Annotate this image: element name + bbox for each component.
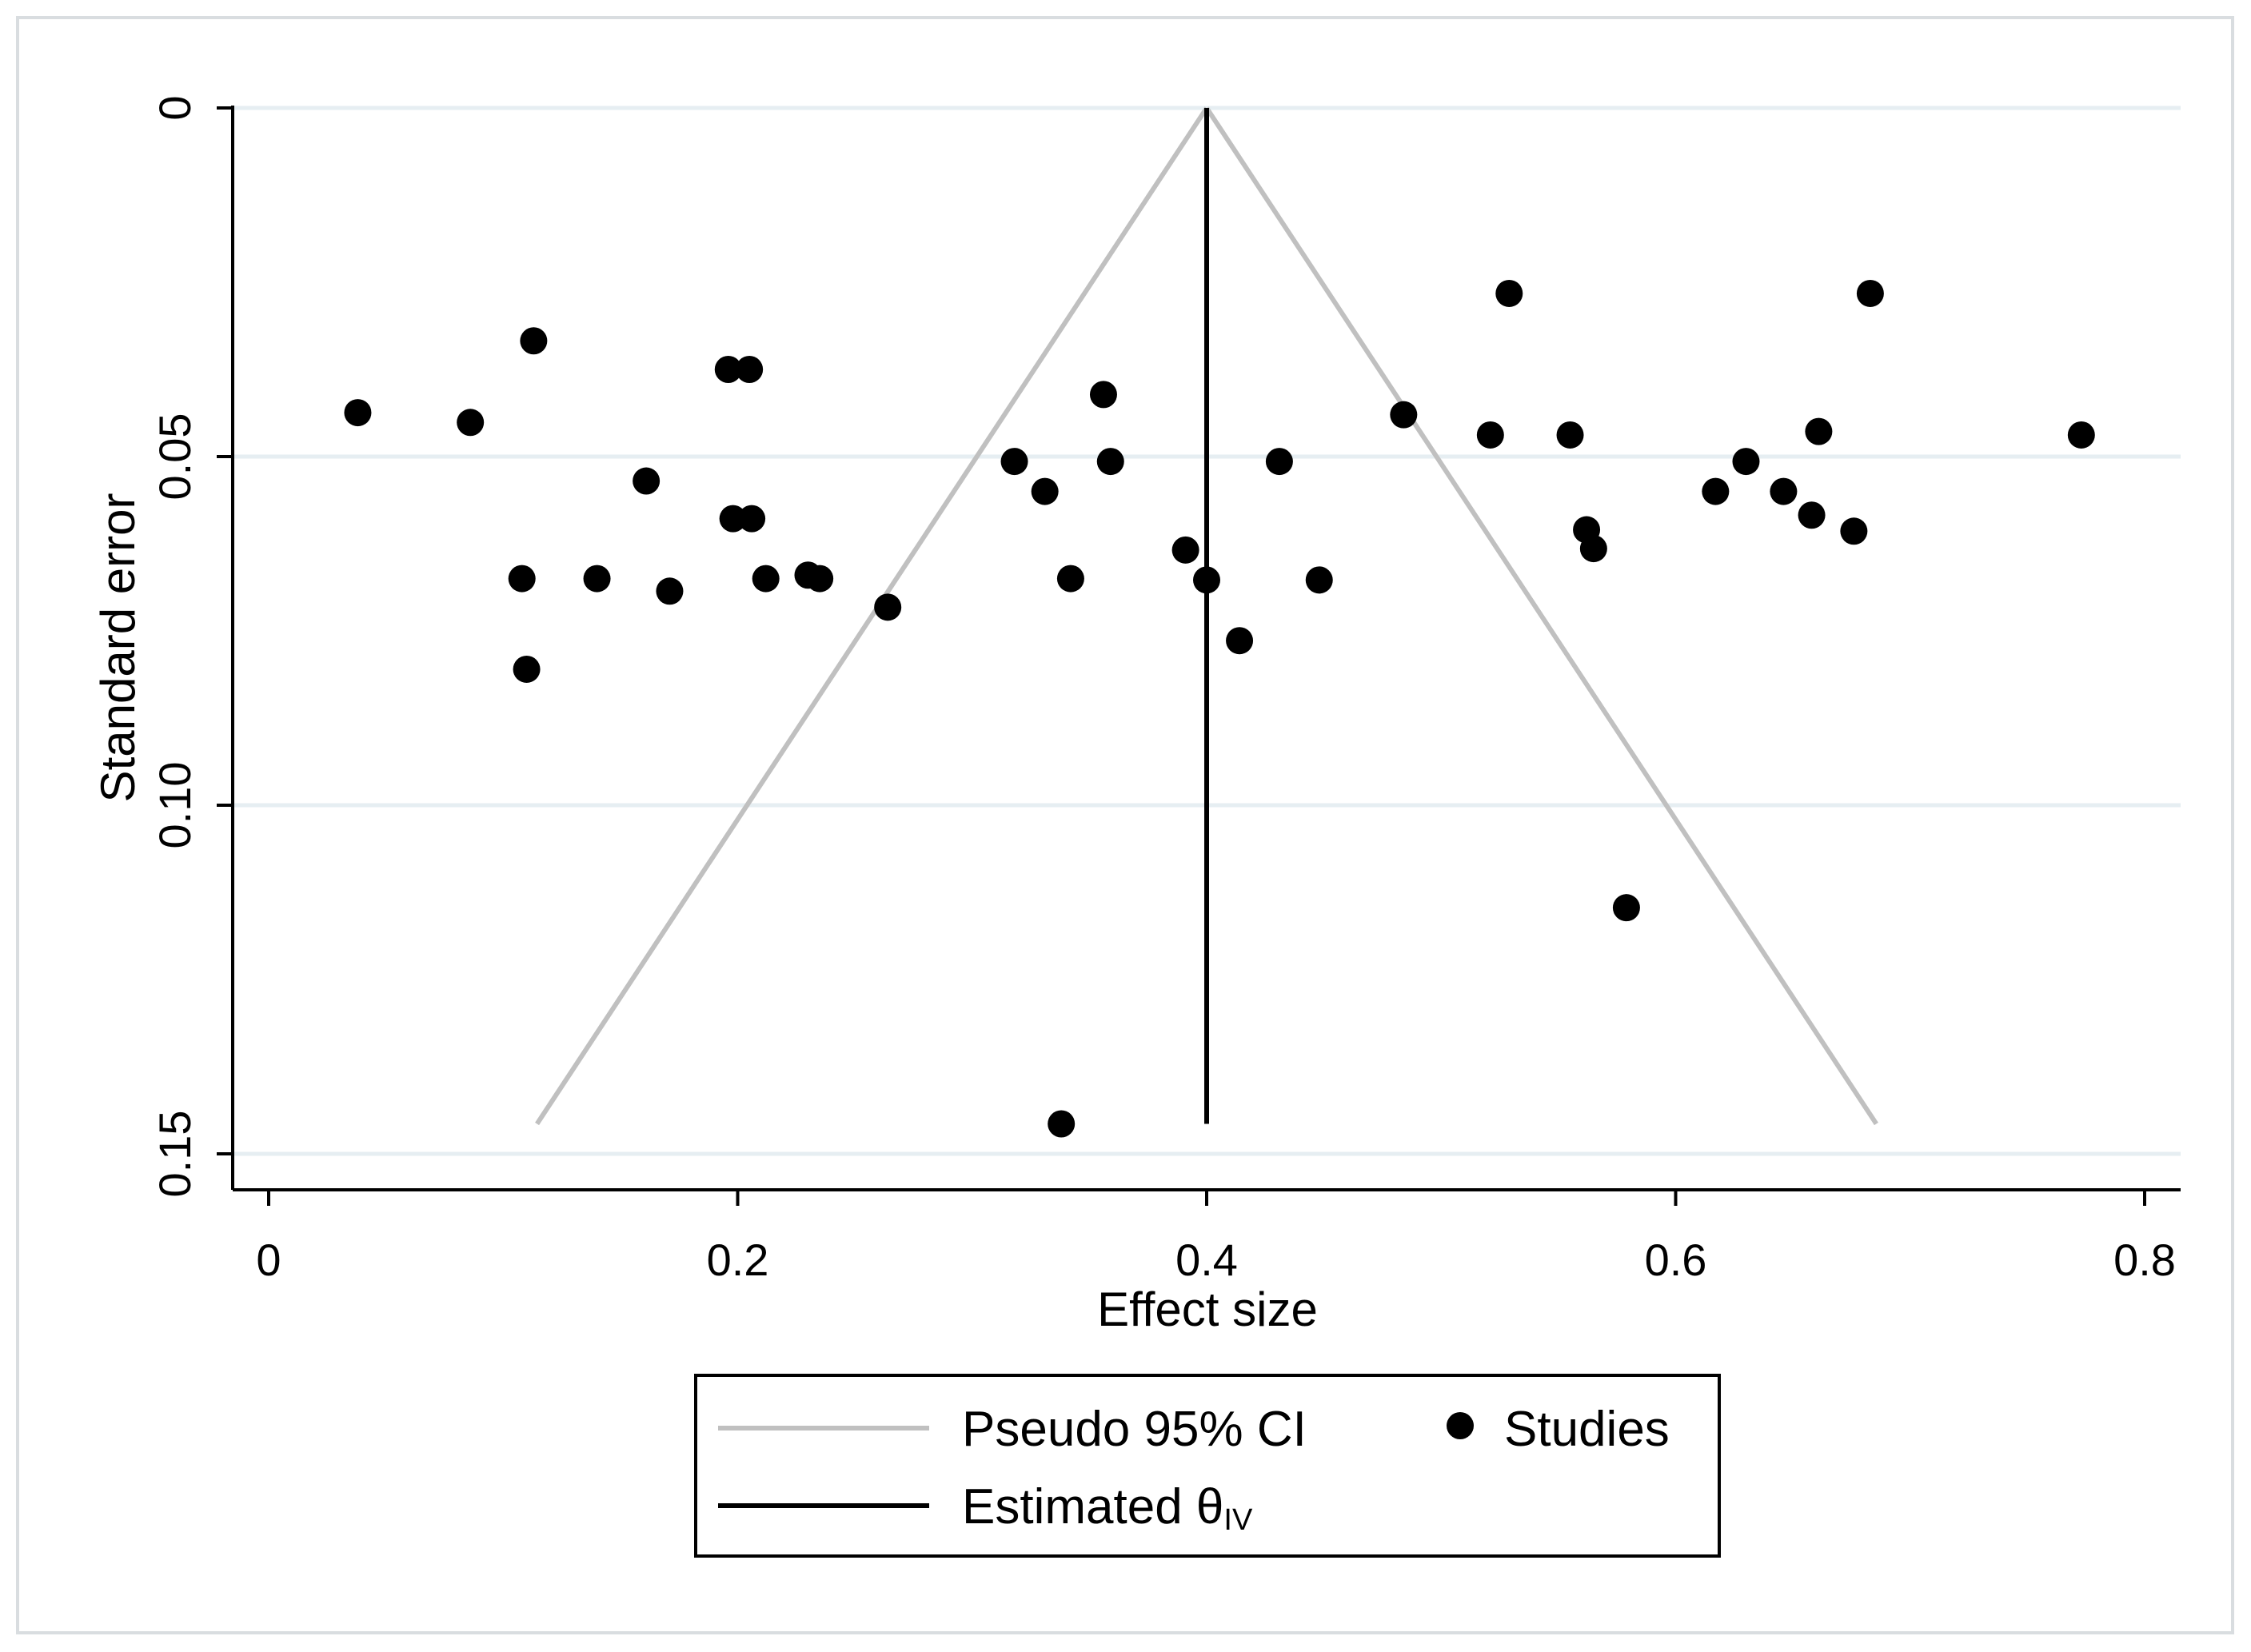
y-tick-label: 0.05 <box>150 413 200 501</box>
study-point <box>2067 421 2095 449</box>
study-point <box>520 327 548 355</box>
study-point <box>1495 279 1523 307</box>
study-point <box>583 565 611 593</box>
study-point <box>1031 477 1059 505</box>
study-point <box>1171 536 1199 564</box>
study-point <box>1226 627 1254 655</box>
legend-studies-marker <box>1447 1412 1474 1439</box>
y-tick-label: 0 <box>150 95 200 120</box>
pseudo-ci-upper-line <box>1204 106 1878 1126</box>
study-point <box>1770 477 1798 505</box>
study-point <box>1096 448 1124 476</box>
study-point <box>714 356 742 383</box>
legend-box <box>694 1374 1721 1558</box>
x-tick-label: 0.8 <box>2113 1235 2176 1285</box>
studies-points <box>344 279 2095 1138</box>
x-tick-label: 0.6 <box>1645 1235 1707 1285</box>
study-point <box>1798 501 1826 529</box>
study-point <box>1089 381 1117 409</box>
legend: Pseudo 95% CI Studies Estimated θIV <box>694 1374 1721 1558</box>
study-point <box>1476 421 1504 449</box>
study-point <box>1305 566 1333 594</box>
y-axis-ticks: 0 0.05 0.10 0.15 <box>150 95 233 1198</box>
study-point <box>1556 421 1584 449</box>
study-point <box>633 467 661 495</box>
study-point <box>1612 894 1640 922</box>
study-point <box>1579 535 1607 563</box>
study-point <box>1056 565 1084 593</box>
study-point <box>1805 417 1833 445</box>
x-axis-ticks: 0 0.2 0.4 0.6 0.8 <box>256 1190 2176 1285</box>
study-point <box>1193 566 1220 594</box>
study-point <box>738 505 766 533</box>
study-point <box>806 565 834 593</box>
study-point <box>1048 1110 1076 1138</box>
y-axis-title: Standard error <box>91 493 145 803</box>
study-point <box>1000 448 1028 476</box>
legend-ci-label: Pseudo 95% CI <box>962 1402 1307 1457</box>
study-point <box>1856 279 1884 307</box>
x-axis-title: Effect size <box>1097 1283 1318 1336</box>
study-point <box>719 505 747 533</box>
x-tick-label: 0.2 <box>707 1235 769 1285</box>
legend-estimate-subscript: IV <box>1223 1503 1253 1537</box>
study-point <box>752 565 780 593</box>
study-point <box>1265 448 1293 476</box>
y-tick-label: 0.10 <box>150 762 200 849</box>
study-point <box>656 577 684 605</box>
study-point <box>1390 401 1418 429</box>
study-point <box>736 356 764 383</box>
study-point <box>457 409 485 437</box>
study-point <box>874 593 902 621</box>
study-point <box>1732 448 1760 476</box>
legend-estimate-text: Estimated θ <box>962 1479 1223 1534</box>
legend-studies-label: Studies <box>1504 1402 1670 1457</box>
legend-estimate-label: Estimated θIV <box>962 1479 1253 1537</box>
study-point <box>1840 517 1868 545</box>
y-tick-label: 0.15 <box>150 1111 200 1198</box>
study-point <box>508 565 536 593</box>
x-tick-label: 0 <box>256 1235 281 1285</box>
study-point <box>1702 477 1730 505</box>
pseudo-ci-lines <box>535 106 1878 1126</box>
study-point <box>513 655 541 683</box>
pseudo-ci-lower-line <box>535 106 1209 1126</box>
study-point <box>344 399 372 427</box>
x-tick-label: 0.4 <box>1175 1235 1238 1285</box>
